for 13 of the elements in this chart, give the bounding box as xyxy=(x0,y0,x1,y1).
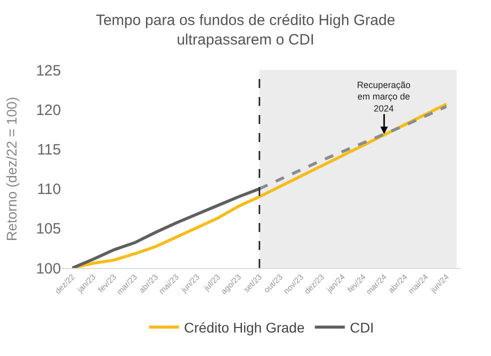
y-tick-label: 105 xyxy=(36,220,61,238)
y-tick-label: 120 xyxy=(36,102,61,119)
y-tick-label: 115 xyxy=(37,141,61,158)
line-series xyxy=(70,187,261,268)
y-tick-label: 100 xyxy=(36,260,61,278)
y-tick-label: 125 xyxy=(36,62,61,80)
y-axis-title: Retorno (dez/22 = 100) xyxy=(4,96,20,242)
legend-label: CDI xyxy=(350,320,374,336)
line-series xyxy=(258,104,448,190)
y-tick-label: 110 xyxy=(37,181,61,198)
chart-title: Tempo para os fundos de crédito High Grade ultrapassarem o CDI xyxy=(96,12,396,48)
legend-label: Crédito High Grade xyxy=(184,320,305,336)
annotation: Recuperação em março de 2024 xyxy=(357,80,411,114)
